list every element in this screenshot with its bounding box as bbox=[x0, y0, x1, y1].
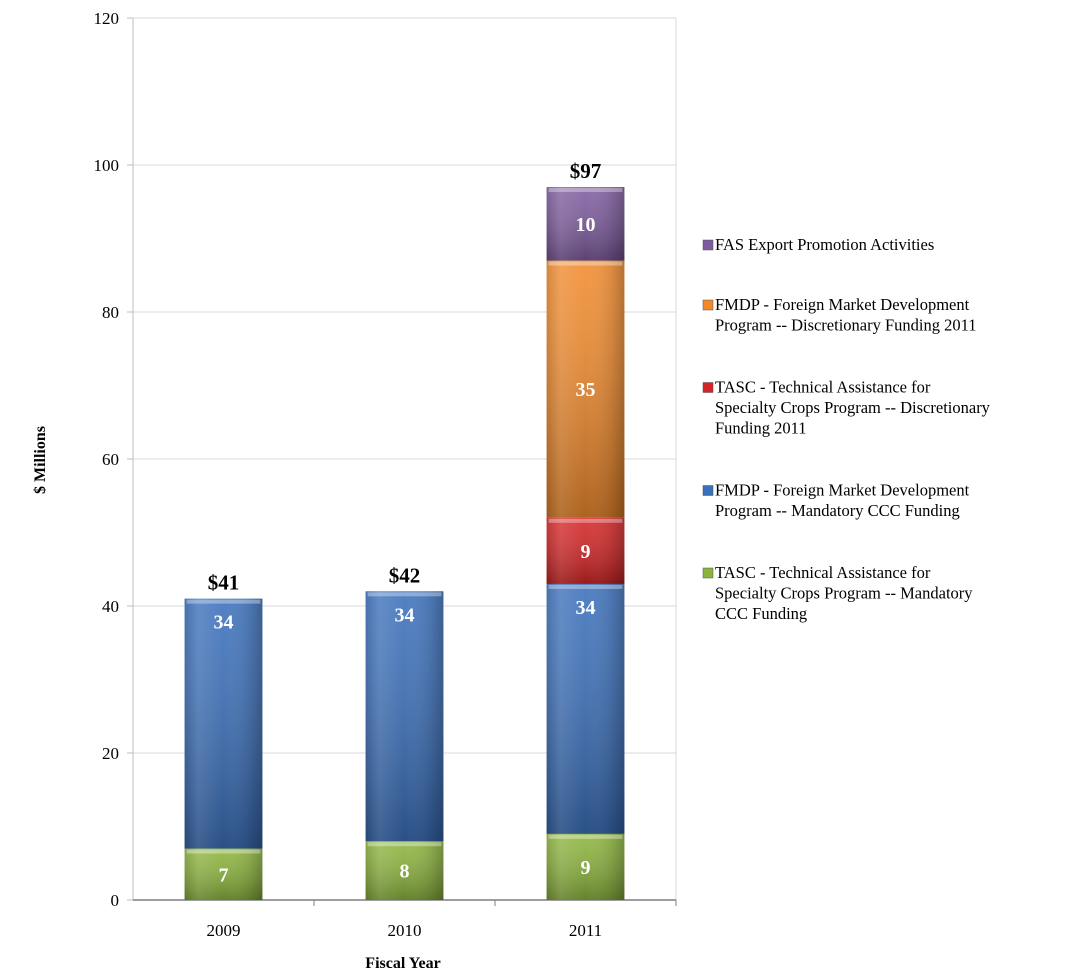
bar-sheen bbox=[184, 848, 263, 900]
legend: FAS Export Promotion Activities FMDP - Fo… bbox=[702, 235, 991, 623]
bar-segment bbox=[546, 833, 625, 900]
legend-item: FMDP - Foreign Market Development Program… bbox=[702, 295, 977, 335]
legend-swatch bbox=[702, 382, 714, 393]
segment-value-label: 7 bbox=[219, 864, 229, 886]
bar-bevel bbox=[548, 518, 623, 523]
x-tick-label: 2009 bbox=[207, 921, 241, 940]
legend-swatch bbox=[702, 239, 714, 251]
segment-value-label: 9 bbox=[581, 541, 591, 563]
bar-sheen bbox=[546, 517, 625, 584]
y-tick-label: 80 bbox=[102, 303, 119, 322]
bars bbox=[184, 187, 625, 900]
segment-value-label: 35 bbox=[576, 379, 596, 401]
legend-label: Program -- Discretionary Funding 2011 bbox=[715, 316, 977, 335]
segment-value-label: 10 bbox=[576, 214, 596, 236]
bar-bevel bbox=[186, 599, 261, 604]
legend-label: CCC Funding bbox=[715, 604, 807, 623]
bar-bevel bbox=[367, 842, 442, 847]
bar-sheen bbox=[184, 598, 263, 849]
bar-segment bbox=[184, 848, 263, 900]
segment-value-label: 9 bbox=[581, 857, 591, 879]
legend-item: TASC - Technical Assistance for Specialty… bbox=[702, 563, 973, 623]
y-tick-label: 20 bbox=[102, 744, 119, 763]
bar-bevel bbox=[548, 261, 623, 266]
bar-segment bbox=[546, 583, 625, 834]
y-axis-title: $ Millions bbox=[32, 426, 49, 494]
bar-bevel bbox=[186, 849, 261, 854]
segment-value-label: 8 bbox=[400, 861, 410, 883]
legend-label: FMDP - Foreign Market Development bbox=[715, 295, 970, 314]
x-axis-title: Fiscal Year bbox=[365, 955, 440, 972]
legend-label: FMDP - Foreign Market Development bbox=[715, 481, 970, 500]
segment-value-label: 34 bbox=[395, 604, 415, 626]
bar-sheen bbox=[546, 260, 625, 518]
bar-segment bbox=[546, 517, 625, 584]
bar-segment bbox=[365, 841, 444, 900]
segment-value-label: 34 bbox=[214, 612, 234, 634]
legend-label: Program -- Mandatory CCC Funding bbox=[715, 501, 960, 520]
bar-bevel bbox=[548, 188, 623, 193]
legend-swatch bbox=[702, 299, 714, 311]
legend-label: Specialty Crops Program -- Discretionary bbox=[715, 398, 991, 417]
legend-label: Funding 2011 bbox=[715, 419, 807, 438]
segment-value-label: 34 bbox=[576, 597, 596, 619]
bar-bevel bbox=[548, 834, 623, 839]
bar-sheen bbox=[546, 583, 625, 834]
legend-item: TASC - Technical Assistance forSpecialty… bbox=[702, 378, 991, 438]
legend-label: TASC - Technical Assistance for bbox=[715, 563, 931, 582]
x-tick-label: 2010 bbox=[388, 921, 422, 940]
total-value-label: $42 bbox=[389, 563, 421, 587]
legend-label: FAS Export Promotion Activities bbox=[715, 235, 934, 254]
bar-segment bbox=[546, 260, 625, 518]
x-tick-label: 2011 bbox=[569, 921, 602, 940]
legend-item: FAS Export Promotion Activities bbox=[702, 235, 934, 254]
bar-sheen bbox=[546, 187, 625, 261]
bar-segment bbox=[365, 591, 444, 842]
bar-bevel bbox=[548, 584, 623, 589]
y-tick-label: 60 bbox=[102, 450, 119, 469]
total-value-label: $41 bbox=[208, 571, 240, 595]
legend-swatch bbox=[702, 567, 714, 579]
legend-label: TASC - Technical Assistance for bbox=[715, 378, 931, 397]
y-tick-label: 120 bbox=[94, 9, 120, 28]
y-tick-label: 40 bbox=[102, 597, 119, 616]
bar-segment bbox=[184, 598, 263, 849]
legend-item: FMDP - Foreign Market DevelopmentProgram… bbox=[702, 481, 970, 520]
y-tick-label: 0 bbox=[111, 891, 120, 910]
bar-sheen bbox=[546, 833, 625, 900]
bar-sheen bbox=[365, 841, 444, 900]
y-tick-label: 100 bbox=[94, 156, 120, 175]
bar-segment bbox=[546, 187, 625, 261]
total-value-label: $97 bbox=[570, 159, 602, 183]
legend-label: Specialty Crops Program -- Mandatory bbox=[715, 584, 973, 603]
bar-sheen bbox=[365, 591, 444, 842]
data-labels: 7 34 $41 8 34 $42 9 34 9 35 10 $97 bbox=[208, 159, 602, 886]
legend-swatch bbox=[702, 485, 714, 496]
bar-bevel bbox=[367, 592, 442, 597]
